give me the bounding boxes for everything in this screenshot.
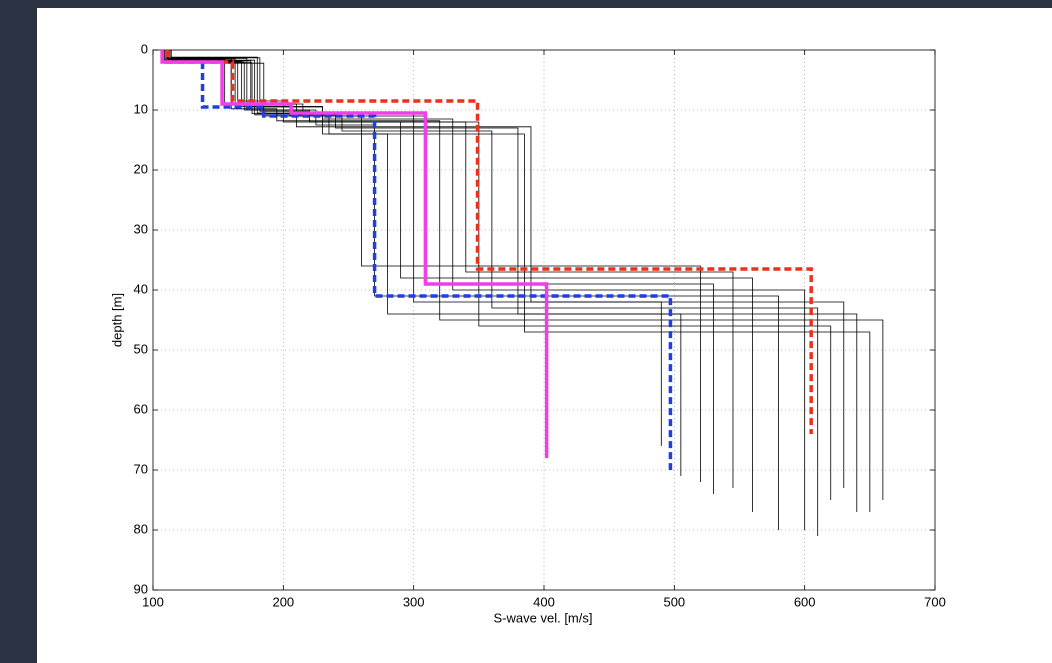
y-tick-label: 60 bbox=[134, 401, 148, 416]
profile-line bbox=[164, 50, 871, 512]
profile-line bbox=[165, 50, 701, 482]
y-tick-label: 0 bbox=[141, 41, 148, 56]
profile-line bbox=[169, 50, 662, 446]
x-tick-label: 700 bbox=[924, 594, 946, 609]
y-tick-label: 10 bbox=[134, 101, 148, 116]
x-axis-label: S-wave vel. [m/s] bbox=[494, 610, 593, 625]
y-tick-label: 70 bbox=[134, 461, 148, 476]
y-tick-label: 50 bbox=[134, 341, 148, 356]
y-tick-label: 80 bbox=[134, 521, 148, 536]
y-axis-label: depth [m] bbox=[109, 293, 124, 347]
x-tick-label: 200 bbox=[272, 594, 294, 609]
profile-line bbox=[165, 50, 832, 500]
profile-line bbox=[170, 50, 858, 512]
profile-line bbox=[169, 50, 734, 488]
profile-line bbox=[163, 50, 806, 530]
y-tick-label: 20 bbox=[134, 161, 148, 176]
x-tick-label: 500 bbox=[663, 594, 685, 609]
x-tick-label: 300 bbox=[403, 594, 425, 609]
highlight-profile-line bbox=[200, 62, 673, 470]
y-tick-label: 40 bbox=[134, 281, 148, 296]
profile-line bbox=[166, 50, 682, 476]
highlight-profile-line bbox=[160, 50, 549, 458]
profile-line bbox=[168, 50, 753, 512]
plot-frame bbox=[152, 49, 936, 591]
x-tick-label: 600 bbox=[794, 594, 816, 609]
y-tick-label: 30 bbox=[134, 221, 148, 236]
y-tick-label: 90 bbox=[134, 581, 148, 596]
x-tick-label: 100 bbox=[142, 594, 164, 609]
profile-line bbox=[165, 50, 819, 536]
x-tick-label: 400 bbox=[533, 594, 555, 609]
